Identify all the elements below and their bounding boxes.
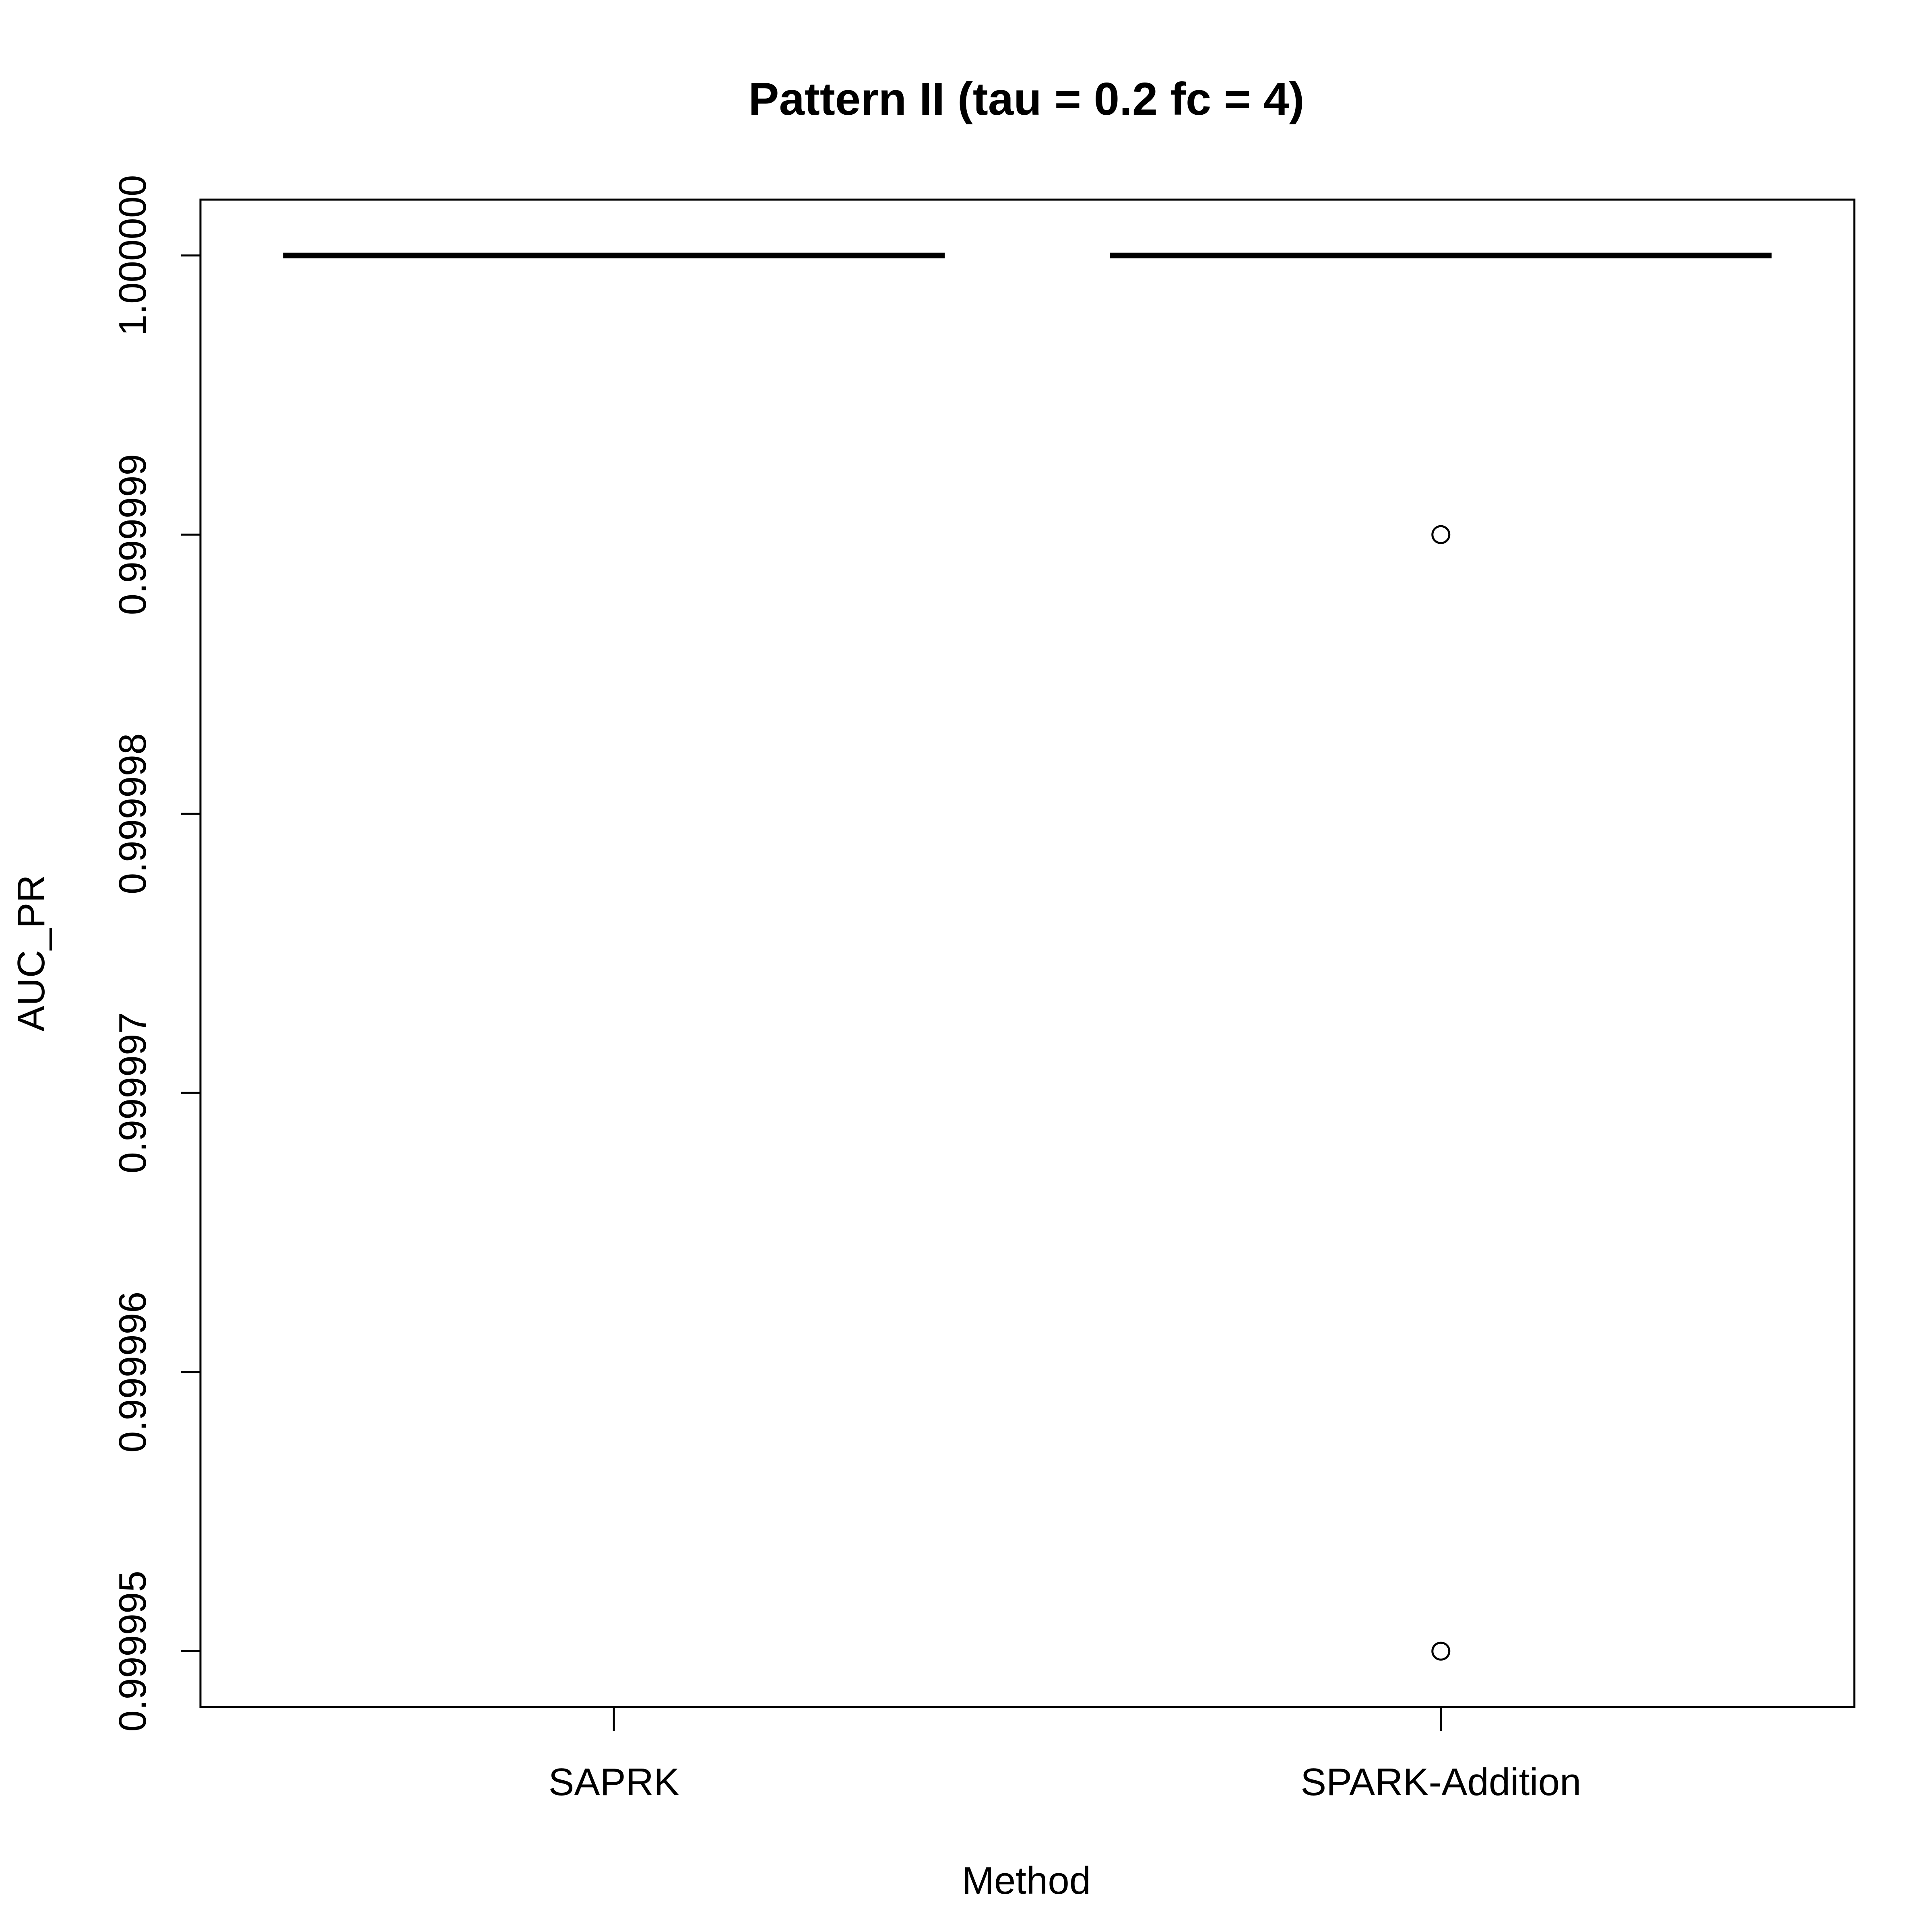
x-axis: SAPRK SPARK-Addition: [549, 1707, 1581, 1804]
x-axis-title: Method: [962, 1859, 1091, 1902]
box-series: [283, 252, 1772, 1661]
y-tick-label: 1.000000: [111, 175, 154, 336]
y-tick-label: 0.999999: [111, 454, 154, 615]
y-tick-label: 0.999998: [111, 733, 154, 894]
y-tick-label: 0.999996: [111, 1292, 154, 1453]
plot-frame: [199, 198, 1856, 1708]
y-tick-label: 0.999995: [111, 1571, 154, 1732]
y-axis: 0.999995 0.999996 0.999997 0.999998 0.999999…: [111, 175, 200, 1732]
chart-title: Pattern II (tau = 0.2 fc = 4): [748, 74, 1304, 125]
x-tick-label: SAPRK: [549, 1761, 679, 1804]
box-2: [1110, 252, 1772, 1661]
y-axis-title: AUC_PR: [10, 875, 53, 1031]
y-tick-label: 0.999997: [111, 1012, 154, 1173]
outlier-point: [1431, 525, 1451, 544]
outlier-point: [1431, 1641, 1451, 1661]
x-tick-label: SPARK-Addition: [1300, 1761, 1581, 1804]
